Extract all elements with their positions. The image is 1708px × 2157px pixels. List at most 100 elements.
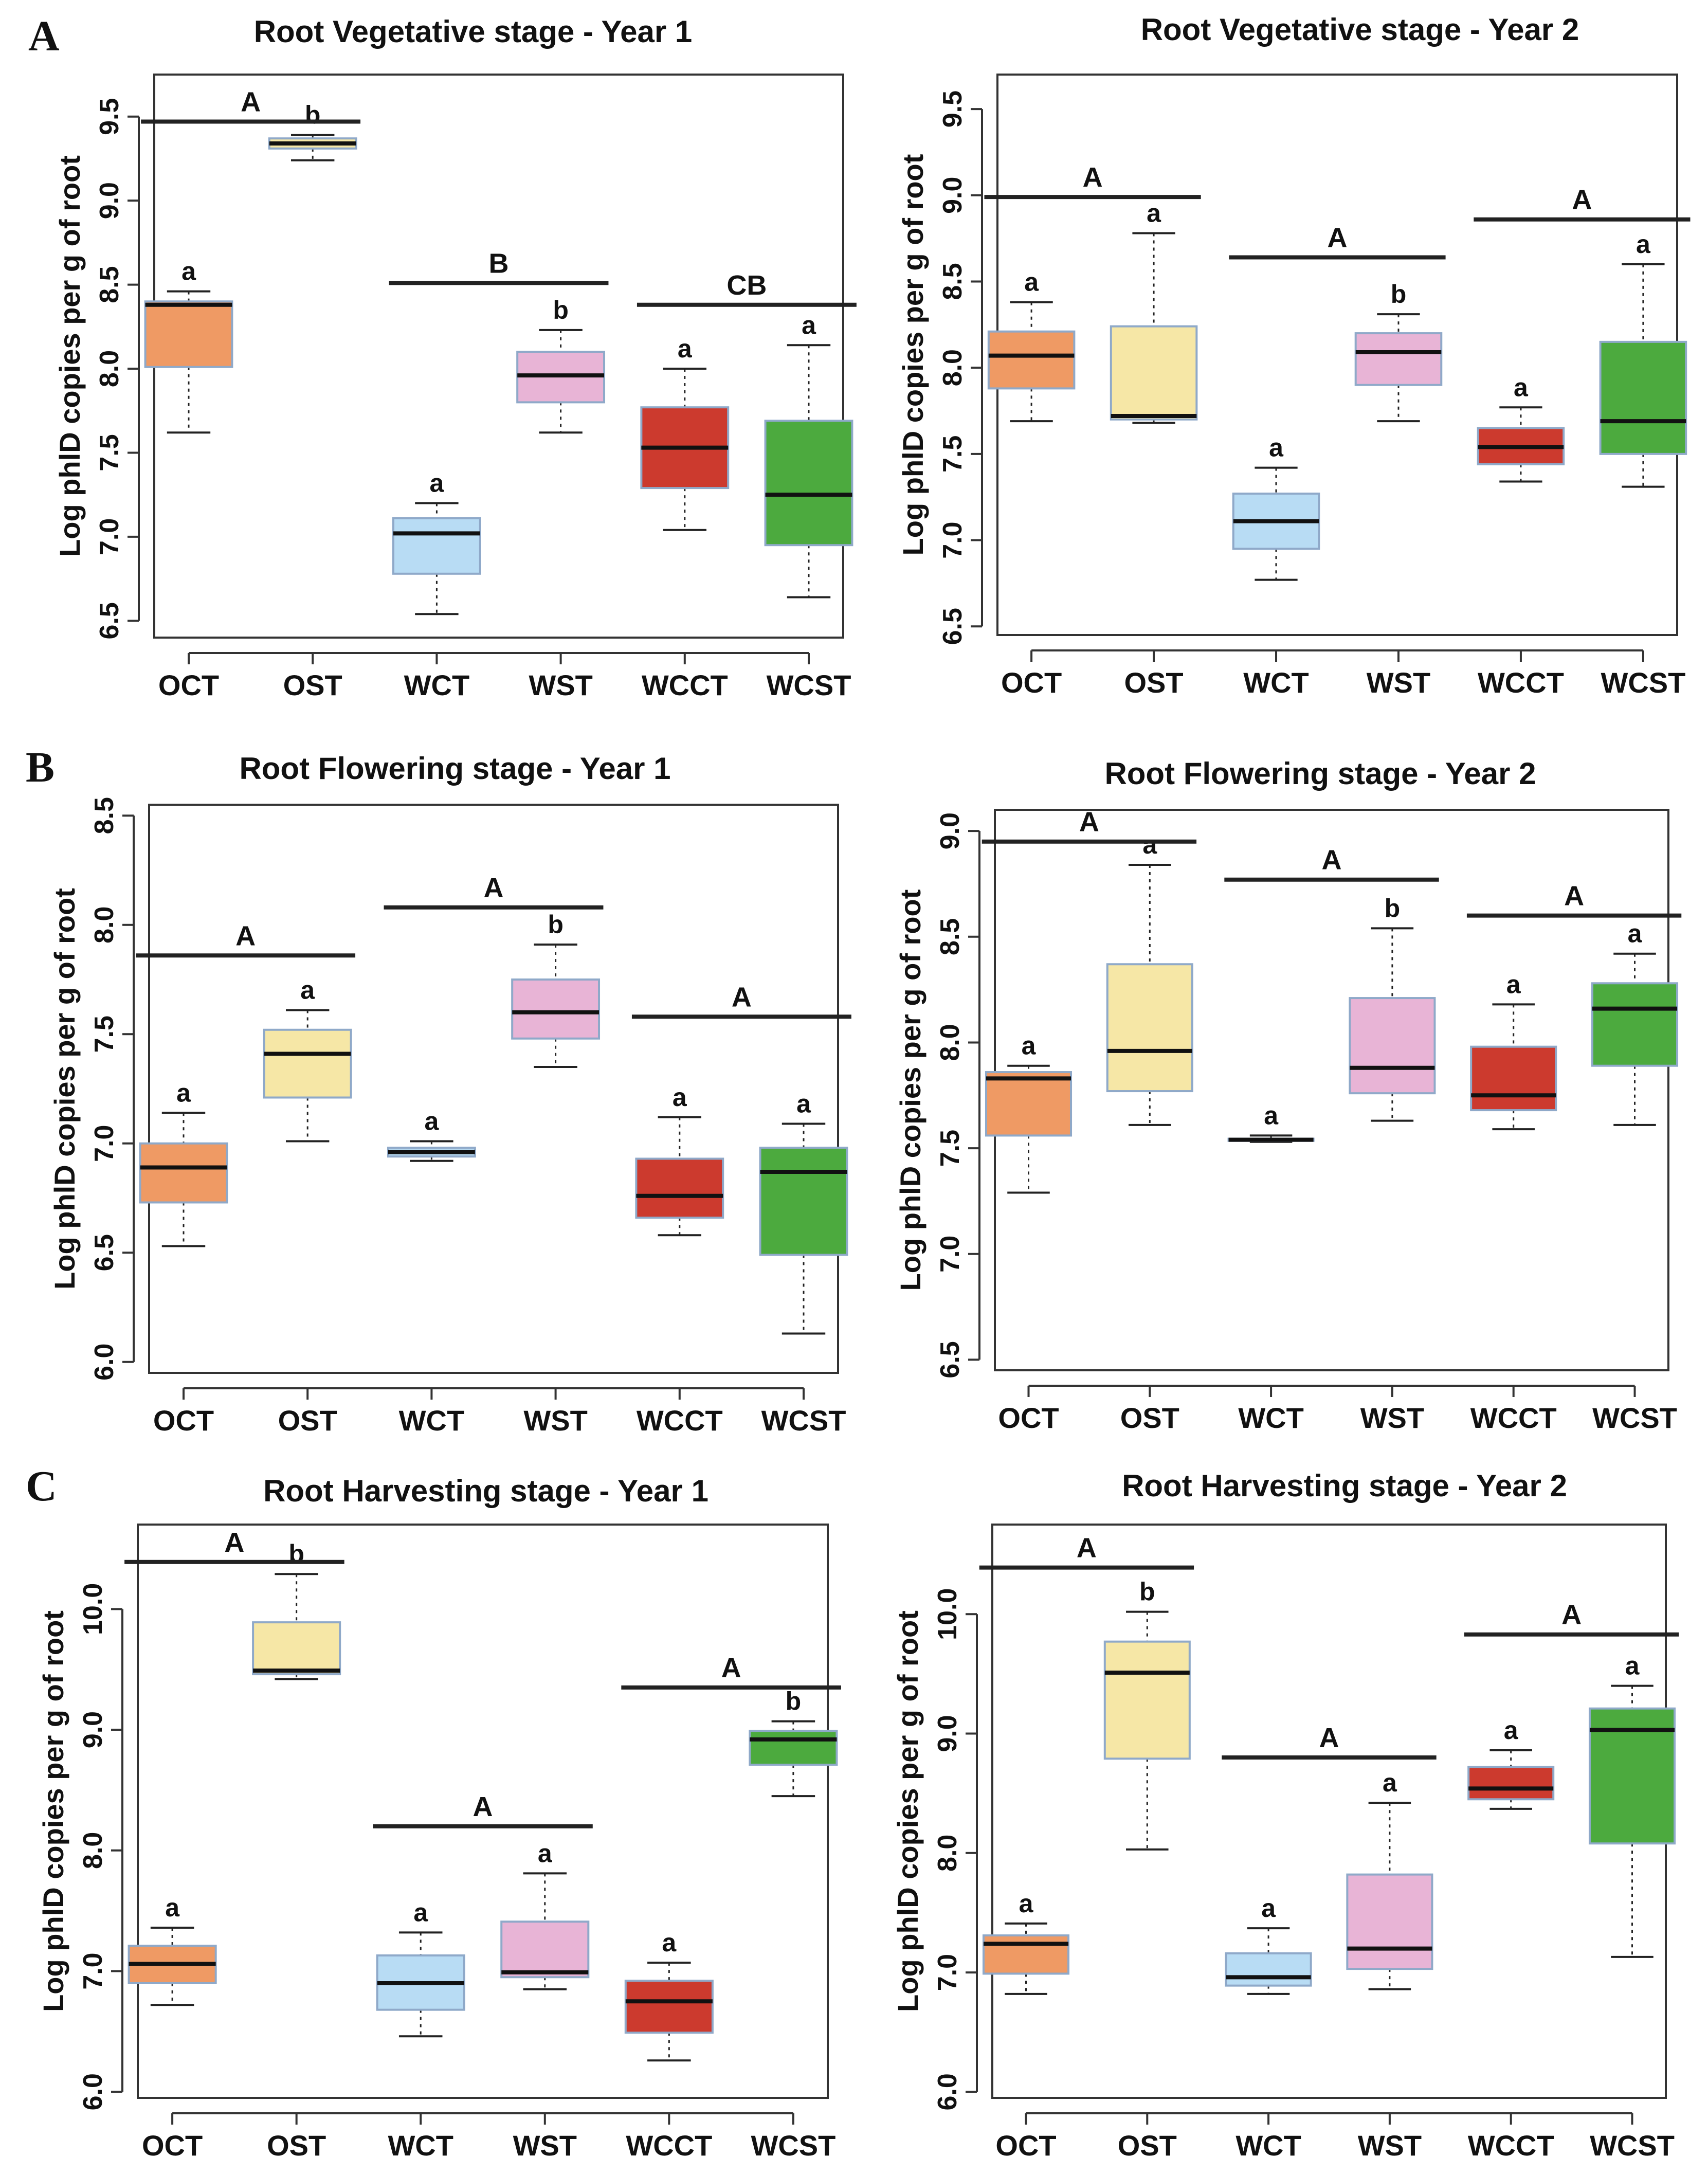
box-body bbox=[624, 1980, 714, 2034]
box-OST: b bbox=[268, 101, 357, 161]
group-letter: A bbox=[732, 982, 752, 1012]
x-tick-label: OST bbox=[1124, 666, 1183, 699]
x-tick-label: WCT bbox=[404, 669, 470, 701]
box-body bbox=[1349, 997, 1436, 1095]
y-tick-label: 7.0 bbox=[938, 521, 968, 558]
x-tick-label: WCST bbox=[1590, 2129, 1675, 2157]
y-tick-label: 6.0 bbox=[89, 1344, 119, 1381]
chart-title: Root Harvesting stage - Year 1 bbox=[263, 1474, 708, 1508]
y-tick-label: 9.0 bbox=[938, 177, 968, 214]
significance-letter: a bbox=[1261, 1894, 1276, 1923]
box-OCT: a bbox=[985, 1031, 1073, 1194]
group-letter: CB bbox=[726, 270, 767, 301]
box-OST: a bbox=[1110, 199, 1198, 424]
significance-letter: a bbox=[1504, 1716, 1519, 1745]
box-WCT: a bbox=[392, 469, 481, 615]
box-OCT: a bbox=[144, 257, 233, 434]
x-tick-label: OCT bbox=[1001, 666, 1062, 699]
significance-letter: a bbox=[1264, 1101, 1279, 1130]
x-tick-label: WST bbox=[513, 2129, 577, 2157]
x-tick-label: WST bbox=[1367, 666, 1430, 699]
box-body bbox=[1106, 963, 1193, 1093]
x-tick-label: WST bbox=[523, 1404, 587, 1437]
y-axis-label: Log phlD copies per g of root bbox=[37, 1610, 69, 2012]
box-WST: b bbox=[511, 910, 601, 1068]
group-letter: A bbox=[1077, 1533, 1097, 1564]
significance-letter: b bbox=[305, 101, 321, 130]
y-tick-label: 8.0 bbox=[938, 349, 968, 386]
significance-letter: a bbox=[1625, 1652, 1640, 1680]
group-letter: A bbox=[1561, 1600, 1582, 1630]
group-letter: B bbox=[489, 248, 509, 279]
y-axis-label: Log phlD copies per g of root bbox=[897, 154, 929, 556]
x-tick-label: OST bbox=[267, 2129, 326, 2157]
box-WCST: a bbox=[1599, 230, 1687, 488]
panel-letter: A bbox=[28, 12, 60, 60]
x-tick-label: WCT bbox=[388, 2129, 453, 2157]
box-WST: b bbox=[1354, 280, 1443, 423]
box-WCT: a bbox=[1225, 1894, 1312, 1995]
box-body bbox=[511, 978, 601, 1040]
y-tick-label: 8.5 bbox=[95, 266, 124, 303]
box-body bbox=[987, 330, 1076, 390]
y-axis-label: Log phlD copies per g of root bbox=[48, 888, 81, 1290]
group-letter: A bbox=[1079, 807, 1099, 838]
box-OCT: a bbox=[139, 1078, 228, 1247]
significance-letter: a bbox=[538, 1839, 553, 1868]
box-WST: b bbox=[516, 296, 606, 434]
x-tick-label: WCCT bbox=[1470, 1402, 1557, 1434]
x-tick-label: WST bbox=[1358, 2129, 1422, 2157]
box-OST: a bbox=[263, 976, 352, 1143]
x-tick-label: WCST bbox=[767, 669, 851, 701]
box-body bbox=[759, 1147, 848, 1256]
box-body bbox=[139, 1142, 228, 1204]
box-body bbox=[1470, 1045, 1557, 1112]
y-tick-label: 9.0 bbox=[933, 1715, 962, 1752]
box-body bbox=[1110, 325, 1198, 421]
significance-letter: b bbox=[1391, 280, 1407, 309]
box-OCT: a bbox=[128, 1893, 217, 2006]
box-WCST: a bbox=[759, 1090, 848, 1335]
y-tick-label: 8.0 bbox=[89, 907, 119, 944]
y-tick-label: 7.0 bbox=[935, 1236, 965, 1273]
x-tick-label: OCT bbox=[158, 669, 219, 701]
significance-letter: a bbox=[165, 1893, 180, 1922]
chart-panel-4: Root Flowering stage - Year 2 6.5 7.0 7.5 8.… bbox=[894, 756, 1682, 1434]
y-tick-label: 9.0 bbox=[95, 182, 124, 219]
y-tick-label: 6.0 bbox=[78, 2073, 108, 2110]
significance-letter: b bbox=[288, 1539, 304, 1568]
significance-letter: a bbox=[1514, 373, 1529, 402]
x-tick-label: WCCT bbox=[637, 1404, 723, 1437]
y-tick-label: 7.5 bbox=[95, 434, 124, 471]
x-tick-label: WCST bbox=[1601, 666, 1685, 699]
box-WST: b bbox=[1349, 894, 1436, 1122]
box-WCST: b bbox=[749, 1687, 838, 1798]
box-OST: a bbox=[1106, 830, 1193, 1126]
box-body bbox=[985, 1071, 1073, 1137]
x-tick-label: OCT bbox=[153, 1404, 214, 1437]
x-tick-label: OST bbox=[283, 669, 342, 701]
group-letter: A bbox=[1322, 845, 1342, 876]
x-tick-label: OST bbox=[1120, 1402, 1179, 1434]
y-tick-label: 9.0 bbox=[78, 1711, 108, 1748]
significance-letter: a bbox=[673, 1083, 687, 1112]
x-tick-label: WCCT bbox=[1478, 666, 1564, 699]
y-tick-label: 7.0 bbox=[933, 1954, 962, 1991]
significance-letter: a bbox=[662, 1928, 677, 1957]
box-WCCT: a bbox=[1470, 970, 1557, 1131]
panel-letter: B bbox=[26, 744, 54, 791]
y-tick-label: 9.0 bbox=[935, 812, 965, 849]
x-tick-label: WCT bbox=[1235, 2129, 1301, 2157]
group-letter: A bbox=[1572, 185, 1592, 215]
group-letter: A bbox=[224, 1527, 244, 1558]
box-body bbox=[635, 1157, 724, 1219]
box-body bbox=[1599, 340, 1687, 455]
plot-frame bbox=[148, 804, 839, 1374]
y-tick-label: 9.5 bbox=[938, 90, 968, 128]
x-tick-label: WCST bbox=[751, 2129, 835, 2157]
box-WST: a bbox=[500, 1839, 590, 1990]
box-WCT: a bbox=[376, 1898, 465, 2038]
significance-letter: a bbox=[300, 976, 315, 1005]
significance-letter: a bbox=[1636, 230, 1651, 259]
chart-panel-3: B Root Flowering stage - Year 1 6.0 6.5 7.0 7… bbox=[26, 744, 851, 1437]
